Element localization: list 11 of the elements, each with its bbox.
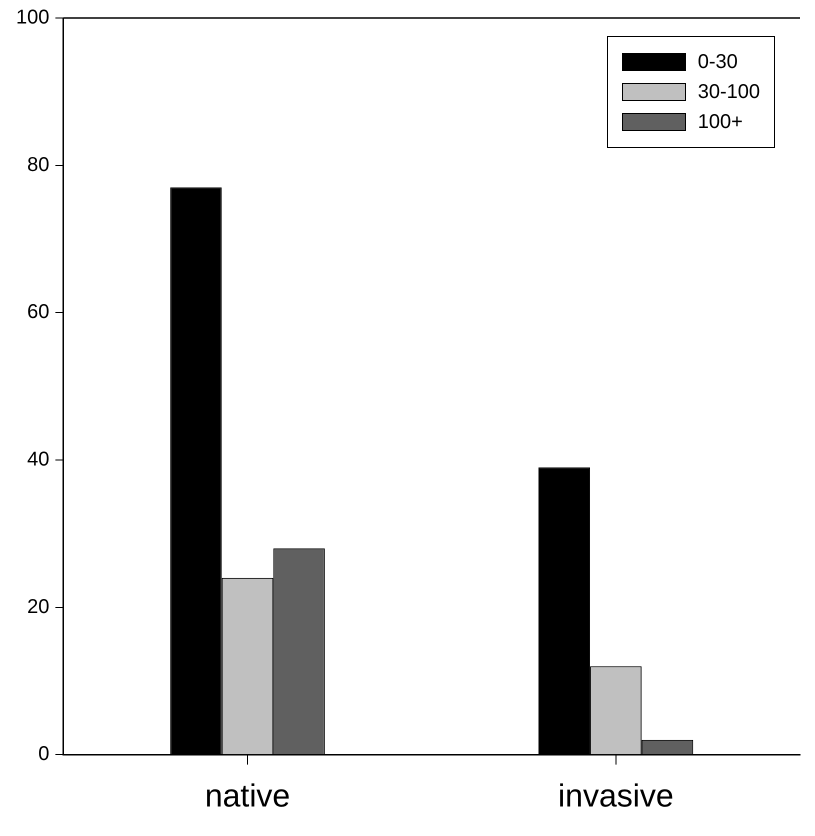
legend-label: 100+ — [698, 110, 743, 134]
y-tick-label: 20 — [27, 596, 50, 618]
y-tick-label: 0 — [38, 743, 50, 766]
y-tick-label: 60 — [27, 301, 50, 324]
legend-label: 30-100 — [698, 80, 760, 104]
x-tick-label: invasive — [558, 778, 674, 814]
legend-label: 0-30 — [698, 50, 738, 74]
y-tick-label: 100 — [16, 6, 50, 29]
x-tick-label: native — [204, 778, 290, 814]
y-tick-label: 40 — [27, 448, 50, 470]
y-tick-label: 80 — [27, 154, 50, 176]
